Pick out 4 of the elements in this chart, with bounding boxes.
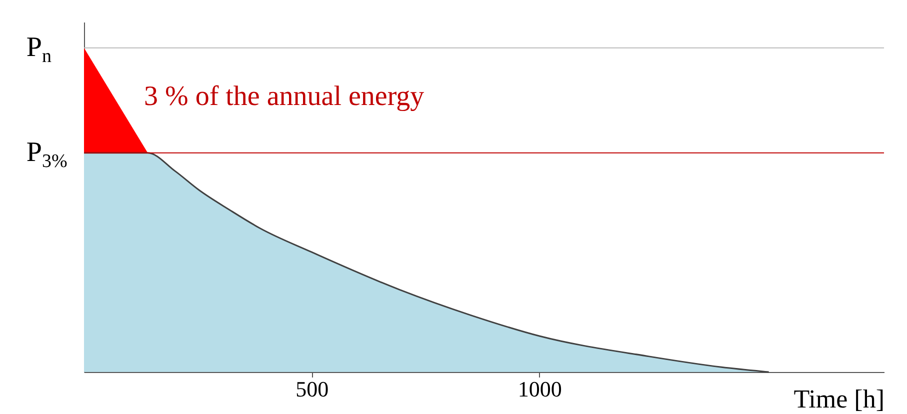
annotation: 3 % of the annual energy [144, 81, 424, 112]
x-tick-label: 1000 [518, 376, 562, 402]
x-tick-label: 500 [296, 376, 329, 402]
x-axis-title: Time [h] [794, 384, 884, 414]
